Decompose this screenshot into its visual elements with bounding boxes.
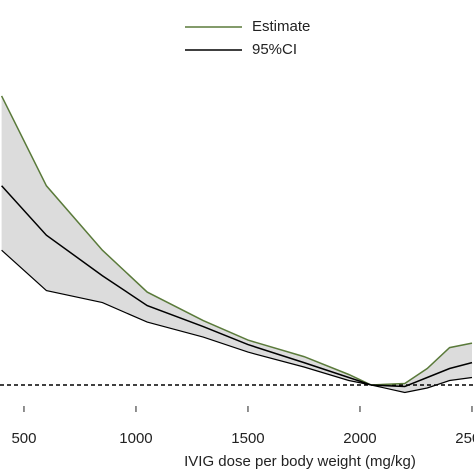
x-tick-label: 1000 (119, 430, 152, 447)
legend-label: Estimate (252, 18, 310, 35)
ci-band (1, 95, 472, 393)
x-tick-label: 2000 (343, 430, 376, 447)
legend-label: 95%CI (252, 41, 297, 58)
ci-upper (0, 95, 473, 386)
x-tick-label: 2500 (455, 430, 474, 447)
estimate-line (1, 185, 473, 388)
ci-lower (1, 249, 473, 394)
x-tick-label: 1500 (231, 430, 264, 447)
x-tick-label: 500 (11, 430, 36, 447)
x-axis-label: IVIG dose per body weight (mg/kg) (184, 453, 416, 470)
